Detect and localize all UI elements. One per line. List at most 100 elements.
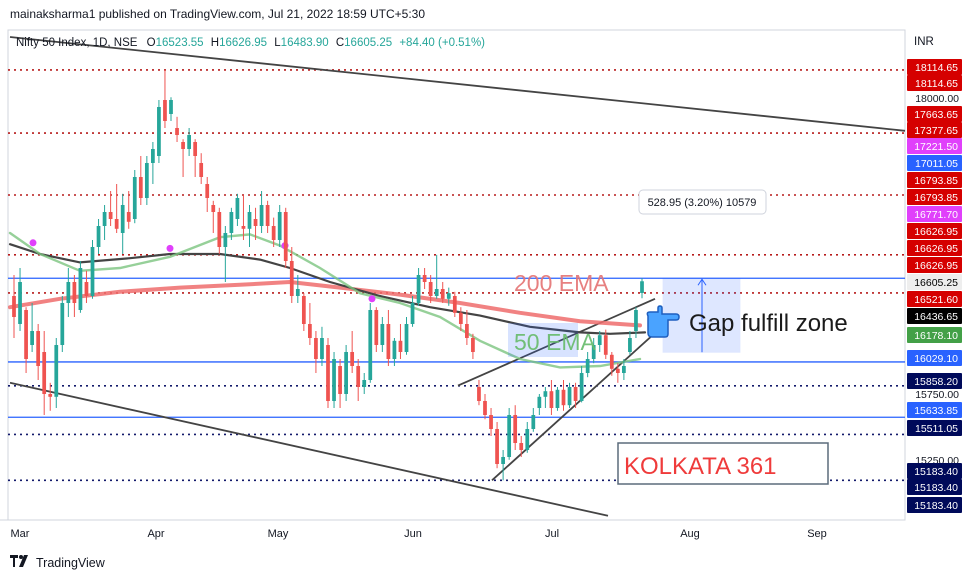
- candle-body: [301, 296, 306, 324]
- candle-body: [422, 275, 427, 282]
- candle-body: [597, 335, 602, 345]
- price-tag: 15858.20: [907, 373, 962, 389]
- price-tag-value: 16436.65: [914, 311, 958, 323]
- candle-body: [30, 331, 34, 345]
- price-tag: 17663.65: [907, 106, 962, 122]
- price-tag-value: 18114.65: [915, 78, 958, 90]
- candle-body: [320, 338, 324, 359]
- candle-body: [537, 396, 542, 408]
- price-tag: 16626.95: [907, 223, 962, 239]
- price-tag-value: 18114.65: [915, 62, 958, 74]
- candle-body: [410, 303, 415, 324]
- price-tag-value: 16626.95: [914, 260, 958, 272]
- candle-body: [622, 366, 626, 373]
- candle-body: [289, 261, 294, 296]
- price-tag: 15511.05: [907, 420, 962, 436]
- candle-body: [308, 324, 312, 338]
- candle-body: [60, 303, 65, 345]
- candle-body: [428, 282, 433, 296]
- published-line: mainaksharma1 published on TradingView.c…: [10, 7, 426, 21]
- candle-body: [199, 163, 204, 177]
- candle-body: [265, 205, 270, 226]
- candle-body: [283, 212, 288, 261]
- candle-body: [96, 226, 101, 247]
- candle-body: [549, 391, 554, 408]
- kolkata-box: [617, 442, 829, 485]
- candle-body: [434, 289, 439, 296]
- price-tag: 16178.10: [907, 327, 962, 343]
- legend-low: 16483.90: [281, 37, 329, 49]
- candle-body: [102, 212, 107, 226]
- candle-body: [271, 226, 276, 240]
- price-tag-value: 16521.60: [914, 294, 958, 306]
- price-tag-value: 17377.65: [914, 125, 958, 137]
- candle-body: [84, 282, 89, 296]
- candle-body: [374, 310, 379, 345]
- candle-body: [615, 368, 620, 373]
- candle-body: [72, 282, 77, 303]
- candle-body: [277, 212, 282, 240]
- candle-body: [579, 373, 584, 401]
- candle-body: [193, 142, 198, 156]
- candle-body: [181, 142, 185, 149]
- candle-body: [458, 312, 463, 324]
- candle-body: [205, 184, 210, 198]
- pointing-hand-icon: [646, 305, 680, 338]
- wedge-lower-line: [491, 329, 659, 481]
- price-tag-value: 15633.85: [914, 405, 958, 417]
- candle-body: [120, 205, 125, 233]
- legend-low-label: L: [274, 37, 281, 49]
- legend-high: 16626.95: [219, 37, 267, 49]
- candle-body: [163, 100, 167, 121]
- candle-body: [259, 205, 264, 226]
- price-tag-value: 15511.05: [915, 423, 958, 435]
- candles: [12, 69, 644, 481]
- legend-high-label: H: [211, 37, 219, 49]
- legend-symbol: Nifty 50 Index, 1D, NSE: [16, 37, 138, 49]
- currency-label: INR: [914, 36, 934, 48]
- legend-close: 16605.25: [344, 37, 392, 49]
- ema-cross-marker: [166, 244, 174, 252]
- ema200-line: [8, 279, 642, 328]
- price-tag-value: 17663.65: [914, 109, 958, 121]
- candle-body: [132, 177, 137, 219]
- price-tag: 15183.40: [907, 463, 962, 479]
- time-axis-label: Apr: [147, 528, 164, 540]
- candle-body: [326, 345, 330, 401]
- ema50-label: 50 EMA: [514, 329, 596, 355]
- time-axis-label: Sep: [807, 528, 827, 540]
- candle-body: [561, 389, 566, 406]
- candle-body: [169, 100, 173, 114]
- candle-body: [416, 275, 421, 303]
- candle-body: [555, 389, 560, 408]
- price-tag-value: 16626.95: [914, 243, 958, 255]
- time-axis-label: May: [268, 528, 289, 540]
- price-tag-value: 16178.10: [914, 330, 958, 342]
- candle-body: [229, 212, 234, 233]
- candle-body: [144, 163, 149, 198]
- candle-body: [507, 415, 512, 457]
- candle-body: [151, 149, 155, 163]
- candle-body: [241, 226, 246, 229]
- upper-channel-line: [9, 36, 906, 132]
- candle-body: [368, 310, 373, 380]
- price-tag: 16626.95: [907, 240, 962, 256]
- legend-open: 16523.55: [156, 37, 204, 49]
- candle-body: [332, 359, 336, 401]
- candle-body: [217, 212, 222, 247]
- measure-label-bg: [638, 189, 767, 215]
- candle-body: [585, 359, 590, 373]
- candle-body: [126, 212, 131, 222]
- svg-text:Nifty 50 Index, 1D, NSE: Nifty 50 Index, 1D, NSE O16523.55 H16626…: [16, 37, 485, 49]
- candle-body: [344, 352, 348, 394]
- candle-body: [114, 219, 119, 229]
- candle-body: [519, 443, 524, 450]
- price-tag: 16436.65: [907, 308, 962, 324]
- price-tag: 15183.40: [907, 497, 962, 513]
- price-tag: 15183.40: [907, 479, 962, 495]
- price-tag: 16626.95: [907, 257, 962, 273]
- candle-body: [138, 177, 143, 198]
- price-tag: 16793.85: [907, 189, 962, 205]
- time-axis: Mar Apr May Jun Jul Aug Sep: [0, 519, 905, 540]
